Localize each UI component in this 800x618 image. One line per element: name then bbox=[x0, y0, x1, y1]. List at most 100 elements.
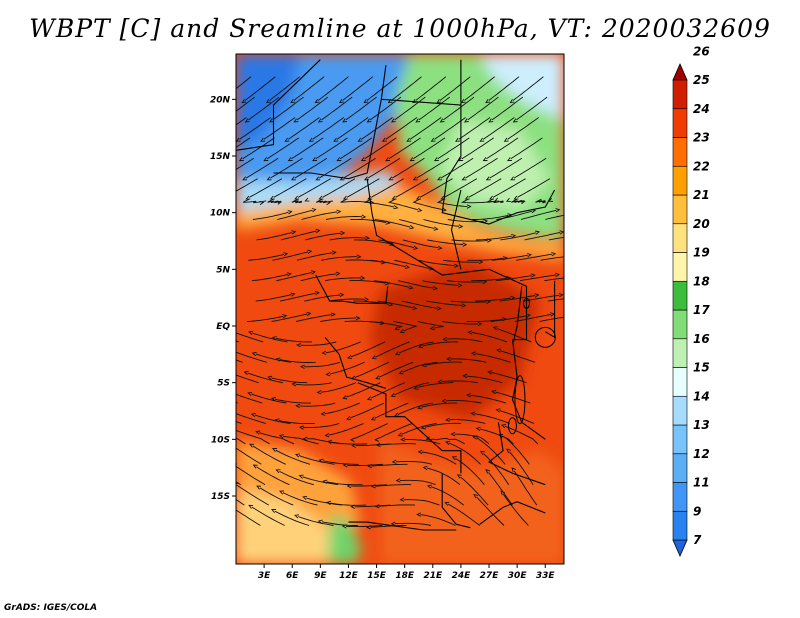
streamline-arrow bbox=[488, 118, 494, 123]
streamline bbox=[330, 502, 367, 506]
streamline bbox=[464, 76, 495, 101]
streamline-arrow bbox=[412, 176, 418, 181]
streamline bbox=[510, 137, 543, 160]
streamline-arrow bbox=[278, 434, 284, 439]
streamline bbox=[361, 117, 393, 140]
streamline-arrow bbox=[274, 418, 280, 423]
streamline bbox=[439, 76, 471, 101]
colorbar-swatch bbox=[672, 223, 688, 253]
streamline-arrow bbox=[338, 98, 344, 104]
streamline-arrow bbox=[350, 504, 356, 509]
streamline-arrow bbox=[390, 521, 396, 526]
streamline bbox=[471, 277, 508, 282]
streamline-arrow bbox=[307, 249, 313, 254]
y-tick-label: 20N bbox=[210, 95, 231, 105]
streamline bbox=[322, 178, 356, 198]
streamline-arrow bbox=[417, 405, 423, 410]
streamline bbox=[421, 451, 457, 465]
streamline-arrow bbox=[295, 403, 301, 409]
streamline bbox=[294, 157, 328, 179]
streamline bbox=[302, 476, 339, 486]
streamline-arrow bbox=[433, 157, 439, 162]
streamline bbox=[474, 297, 511, 302]
streamline bbox=[442, 321, 479, 325]
streamline-arrow bbox=[299, 364, 305, 369]
country-border bbox=[450, 189, 462, 270]
streamline bbox=[370, 178, 404, 198]
streamline-arrow bbox=[251, 351, 257, 357]
streamline bbox=[293, 76, 325, 101]
streamline bbox=[418, 96, 450, 121]
streamline bbox=[369, 321, 404, 329]
colorbar-swatch bbox=[672, 510, 688, 541]
streamline-arrow bbox=[335, 271, 341, 276]
streamline bbox=[263, 117, 296, 140]
streamline bbox=[466, 318, 503, 323]
streamline bbox=[354, 239, 391, 245]
streamline bbox=[420, 514, 456, 526]
streamline bbox=[412, 198, 443, 211]
y-tick-label: 15S bbox=[211, 492, 230, 502]
streamline bbox=[366, 76, 398, 101]
streamline-arrow bbox=[495, 348, 502, 353]
streamline bbox=[278, 420, 315, 425]
country-border bbox=[441, 105, 556, 225]
streamline bbox=[324, 277, 362, 282]
country-border bbox=[236, 59, 321, 151]
streamline-arrow bbox=[212, 138, 216, 141]
colorbar-swatch bbox=[672, 338, 688, 368]
streamline-arrow bbox=[247, 391, 253, 397]
colorbar-label: 11 bbox=[693, 476, 710, 490]
streamline bbox=[256, 466, 290, 486]
lake-outline bbox=[507, 417, 517, 435]
streamline bbox=[350, 341, 386, 358]
streamline-arrow bbox=[441, 207, 447, 212]
streamline bbox=[370, 382, 405, 399]
streamline bbox=[375, 484, 412, 487]
streamline-arrow bbox=[283, 252, 289, 257]
streamline bbox=[488, 472, 513, 506]
streamline bbox=[345, 96, 377, 121]
streamline-arrow bbox=[336, 209, 342, 214]
streamline bbox=[329, 361, 365, 375]
streamline-arrow bbox=[204, 410, 208, 413]
streamline-arrow bbox=[412, 305, 418, 311]
streamline-arrow bbox=[360, 157, 366, 162]
streamline-arrow bbox=[326, 439, 332, 445]
streamline-arrow bbox=[418, 344, 424, 349]
country-border bbox=[273, 65, 387, 180]
streamline bbox=[379, 443, 416, 446]
streamline bbox=[236, 157, 255, 170]
streamline bbox=[279, 470, 314, 486]
streamline-arrow bbox=[298, 474, 304, 479]
streamline-arrow bbox=[252, 464, 258, 469]
streamline-arrow bbox=[221, 369, 225, 372]
streamline bbox=[320, 382, 357, 393]
streamline bbox=[277, 209, 313, 220]
streamline-arrow bbox=[436, 98, 442, 104]
streamline-arrow bbox=[417, 207, 423, 213]
x-tick-label: 9E bbox=[314, 571, 327, 581]
streamline-arrow bbox=[395, 478, 401, 483]
streamline-arrow bbox=[420, 425, 426, 430]
streamline-arrow bbox=[394, 351, 400, 356]
streamline-arrow bbox=[381, 137, 387, 142]
streamline-arrow bbox=[349, 437, 355, 443]
chart-title: WBPT [C] and Sreamline at 1000hPa, VT: 2… bbox=[29, 14, 771, 43]
streamline-arrow bbox=[413, 245, 419, 250]
streamline bbox=[353, 423, 388, 440]
streamline-arrow bbox=[439, 118, 445, 123]
streamline bbox=[409, 117, 442, 140]
streamline bbox=[324, 402, 360, 415]
streamline-arrow bbox=[445, 417, 451, 422]
streamline-arrow bbox=[267, 375, 273, 380]
country-border bbox=[512, 286, 523, 343]
streamline-arrow bbox=[342, 395, 348, 400]
streamline-arrow bbox=[520, 200, 526, 205]
streamline-arrow bbox=[365, 235, 371, 241]
streamline bbox=[312, 117, 345, 140]
streamline-arrow bbox=[342, 463, 348, 468]
streamline-arrow bbox=[461, 303, 467, 308]
streamline-arrow bbox=[287, 210, 293, 215]
